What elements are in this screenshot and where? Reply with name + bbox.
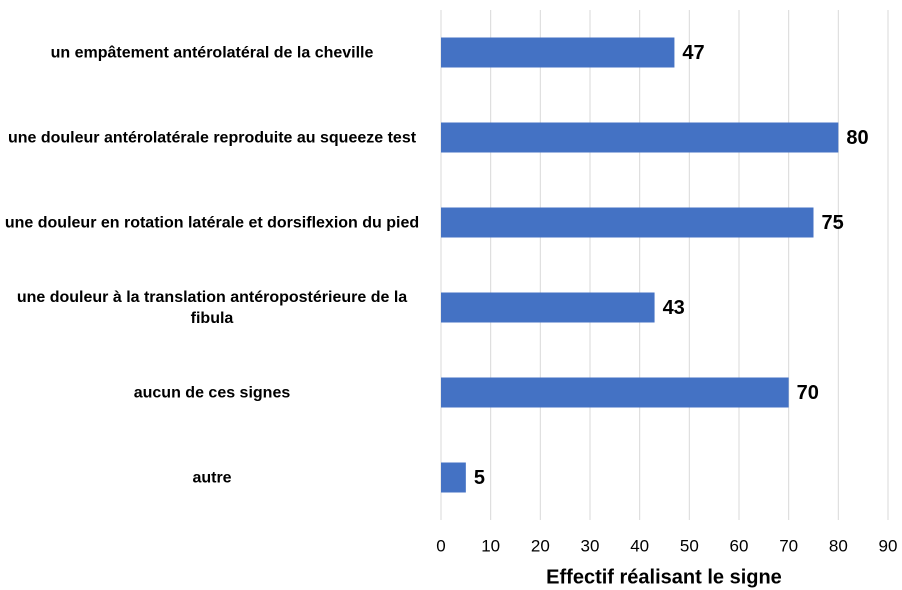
y-tick-label: une douleur en rotation latérale et dors… [4,214,420,231]
data-label: 5 [474,467,485,489]
data-label: 80 [846,127,868,149]
x-tick-label: 60 [730,536,749,555]
bar [441,292,655,323]
x-tick-label: 0 [436,536,445,555]
bar [441,207,814,238]
data-label: 75 [822,212,844,234]
data-label: 43 [663,297,685,319]
bar [441,37,675,68]
bar [441,122,839,153]
y-tick-label: autre [192,469,232,486]
y-tick-label: aucun de ces signes [133,384,291,401]
x-tick-label: 80 [829,536,848,555]
bar [441,462,466,493]
x-tick-label: 90 [879,536,898,555]
y-tick-label: une douleur à la translation antéroposté… [16,288,408,327]
bar [441,377,789,408]
y-tick-label: un empâtement antérolatéral de la chevil… [50,44,374,61]
x-tick-label: 50 [680,536,699,555]
data-label: 70 [797,382,819,404]
x-tick-label: 70 [779,536,798,555]
data-label: 47 [682,42,704,64]
x-tick-label: 30 [581,536,600,555]
x-axis-title: Effectif réalisant le signe [546,566,782,588]
x-tick-label: 20 [531,536,550,555]
x-tick-label: 10 [481,536,500,555]
y-tick-label: une douleur antérolatérale reproduite au… [7,129,417,146]
x-tick-label: 40 [630,536,649,555]
